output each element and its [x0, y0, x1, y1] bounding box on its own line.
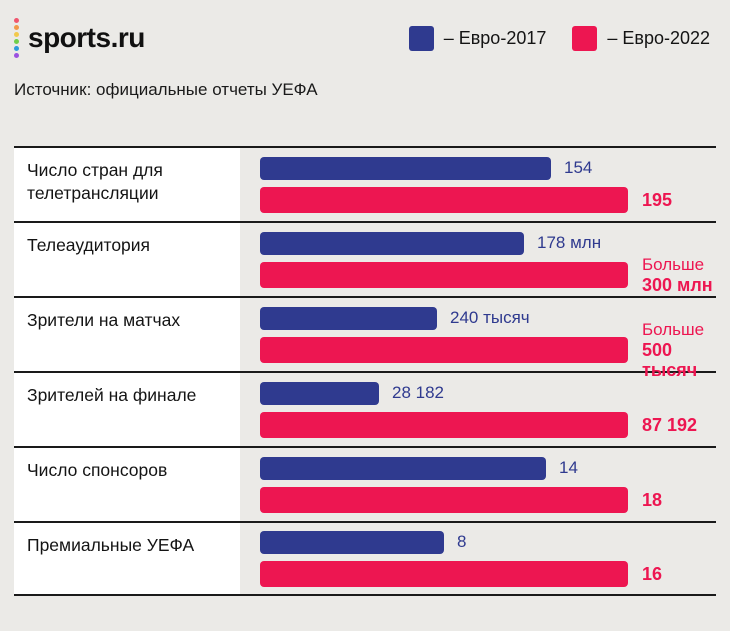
- bar-euro-2017: [260, 381, 379, 405]
- chart-row: Зрителей на финале 28 182 87 192: [14, 371, 716, 446]
- category-label: Премиальные УЕФА: [14, 523, 240, 594]
- legend-item-euro-2017: – Евро-2017: [408, 25, 547, 51]
- row-bars: 28 182 87 192: [240, 373, 716, 446]
- comparison-chart: Число стран для телетрансляции 154 195 Т…: [14, 146, 716, 596]
- bar-value-euro-2017: 178 млн: [537, 233, 602, 252]
- category-label: Зрители на матчах: [14, 298, 240, 371]
- row-bars: 154 195: [240, 148, 716, 221]
- chart-row: Зрители на матчах 240 тысяч Больше 500 т…: [14, 296, 716, 380]
- logo-dot: [14, 18, 19, 23]
- row-bars: 14 18: [240, 448, 716, 521]
- logo-dots-icon: [14, 18, 19, 58]
- sports-ru-logo: sports.ru: [14, 18, 145, 58]
- chart-row: Число спонсоров 14 18: [14, 446, 716, 521]
- bar-value-euro-2017: 28 182: [392, 383, 444, 402]
- bar-line-euro-2022: 195: [260, 186, 716, 213]
- bar-value-euro-2017: 240 тысяч: [450, 308, 530, 327]
- bar-euro-2017: [260, 530, 444, 554]
- bar-value-euro-2017: 8: [457, 532, 467, 551]
- bar-line-euro-2022: Больше 300 млн: [260, 255, 716, 295]
- logo-text: sports.ru: [28, 22, 145, 53]
- bar-line-euro-2017: 14: [260, 456, 716, 480]
- bar-line-euro-2017: 28 182: [260, 381, 716, 405]
- legend-label-euro-2017: – Евро-2017: [443, 27, 547, 48]
- bar-line-euro-2022: 16: [260, 560, 716, 587]
- bar-euro-2017: [260, 156, 551, 180]
- category-label: Телеаудитория: [14, 223, 240, 296]
- bar-line-euro-2017: 154: [260, 156, 716, 180]
- bar-euro-2022: [260, 486, 628, 513]
- bar-euro-2022: [260, 411, 628, 438]
- bar-value-euro-2022: 18: [642, 489, 663, 510]
- logo-dot: [14, 39, 19, 44]
- bar-euro-2022: [260, 186, 628, 213]
- bar-euro-2022: [260, 560, 628, 587]
- legend-swatch-euro-2017: [408, 25, 434, 51]
- category-label: Число спонсоров: [14, 448, 240, 521]
- legend: – Евро-2017 – Евро-2022: [408, 25, 710, 51]
- bar-euro-2017: [260, 231, 524, 255]
- bar-euro-2017: [260, 306, 437, 330]
- logo-dot: [14, 53, 19, 58]
- category-label: Зрителей на финале: [14, 373, 240, 446]
- bar-value-euro-2017: 14: [559, 458, 578, 477]
- bar-euro-2022: [260, 336, 628, 363]
- row-bars: 178 млн Больше 300 млн: [240, 223, 716, 296]
- source-note: Источник: официальные отчеты УЕФА: [14, 80, 318, 99]
- bar-line-euro-2022: Больше 500 тысяч: [260, 320, 716, 380]
- bar-line-euro-2022: 18: [260, 486, 716, 513]
- header: sports.ru – Евро-2017 – Евро-2022: [14, 16, 716, 60]
- chart-row: Телеаудитория 178 млн Больше 300 млн: [14, 221, 716, 296]
- bar-value-euro-2022: 16: [642, 563, 663, 584]
- row-bars: 8 16: [240, 523, 716, 594]
- bar-euro-2022: [260, 261, 628, 288]
- legend-label-euro-2022: – Евро-2022: [607, 27, 710, 48]
- bar-line-euro-2017: 178 млн: [260, 231, 716, 255]
- chart-row: Премиальные УЕФА 8 16: [14, 521, 716, 596]
- logo-dot: [14, 32, 19, 37]
- bar-value-euro-2022: Больше 300 млн: [642, 254, 713, 295]
- infographic: sports.ru – Евро-2017 – Евро-2022 Источн…: [14, 16, 716, 596]
- category-label: Число стран для телетрансляции: [14, 148, 240, 221]
- bar-line-euro-2017: 240 тысяч: [260, 306, 716, 330]
- bar-value-euro-2022: 195: [642, 189, 673, 210]
- bar-line-euro-2022: 87 192: [260, 411, 716, 438]
- chart-row: Число стран для телетрансляции 154 195: [14, 146, 716, 221]
- bar-value-euro-2022: 87 192: [642, 414, 698, 435]
- bar-euro-2017: [260, 456, 546, 480]
- row-bars: 240 тысяч Больше 500 тысяч: [240, 298, 716, 380]
- legend-swatch-euro-2022: [572, 25, 598, 51]
- bar-line-euro-2017: 8: [260, 530, 716, 554]
- bar-value-euro-2022: Больше 500 тысяч: [642, 319, 705, 380]
- logo-dot: [14, 46, 19, 51]
- legend-item-euro-2022: – Евро-2022: [572, 25, 710, 51]
- logo-dot: [14, 25, 19, 30]
- bar-value-euro-2017: 154: [564, 158, 593, 177]
